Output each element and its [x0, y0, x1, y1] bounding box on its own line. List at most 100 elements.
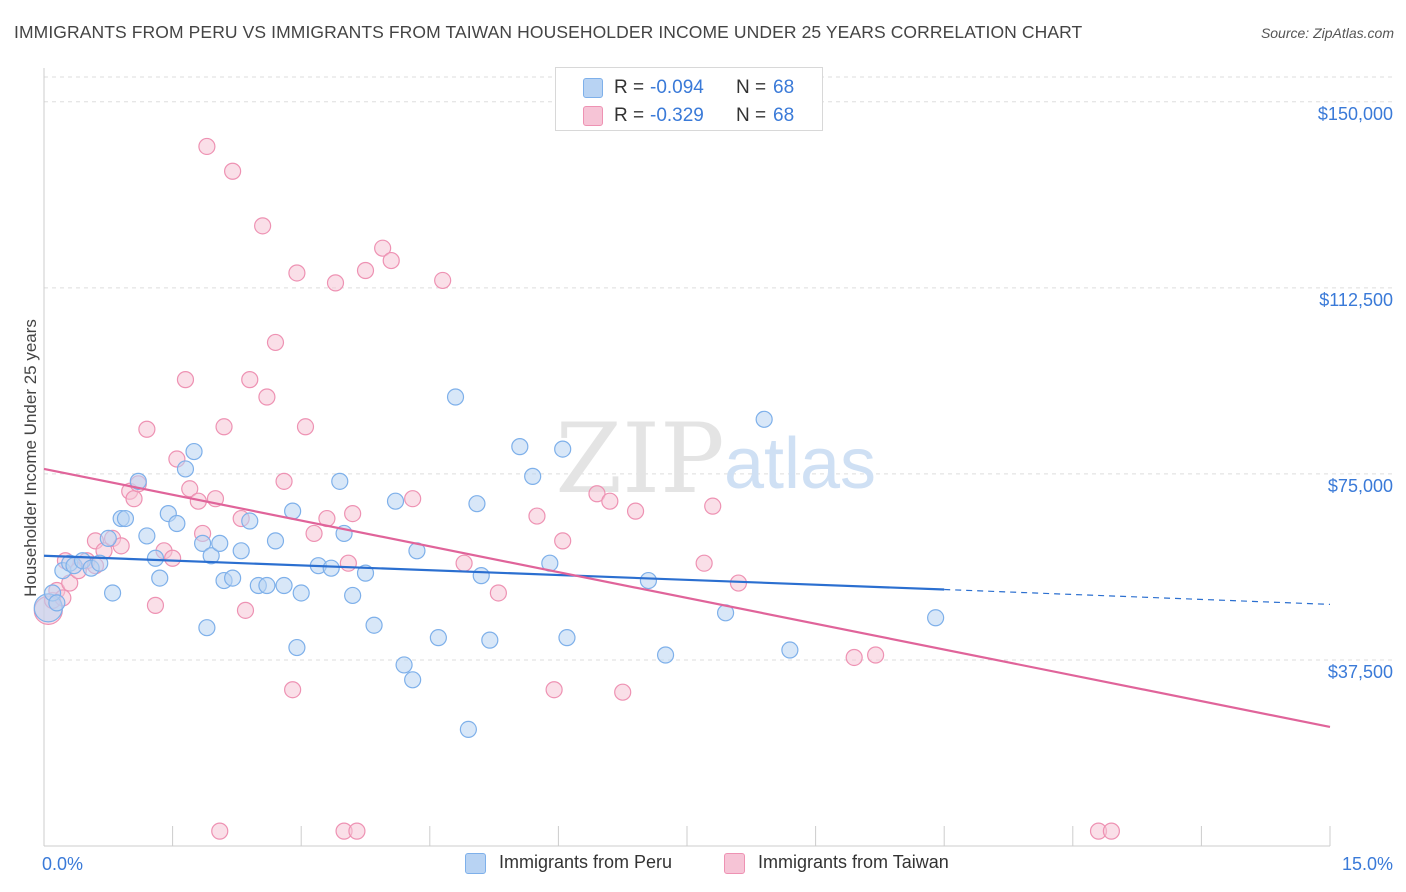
watermark-zip: ZIP — [555, 403, 724, 515]
peru-point — [258, 576, 276, 595]
watermark: ZIP atlas — [555, 403, 876, 515]
taiwan-point — [344, 504, 362, 523]
legend-taiwan-label: Immigrants from Taiwan — [758, 852, 949, 872]
stats-box: R = -0.094 N = 68 R = -0.329 N = 68 — [555, 67, 823, 131]
peru-point — [99, 529, 117, 548]
taiwan-point — [695, 554, 713, 572]
taiwan-point — [266, 333, 285, 352]
peru-point — [275, 576, 293, 595]
peru-r-label: R = — [614, 77, 645, 98]
peru-point — [185, 442, 203, 461]
peru-point — [344, 586, 362, 605]
taiwan-point — [305, 524, 323, 543]
taiwan-point — [614, 683, 632, 701]
taiwan-point — [434, 271, 452, 290]
peru-point — [558, 629, 576, 647]
taiwan-point — [112, 537, 130, 555]
peru-n-value: 68 — [773, 77, 795, 98]
peru-point — [198, 619, 216, 637]
taiwan-point — [339, 554, 357, 572]
peru-point — [459, 720, 477, 739]
taiwan-point — [258, 388, 276, 406]
peru-point — [429, 629, 447, 647]
taiwan-point — [704, 497, 722, 515]
peru-point — [524, 467, 542, 485]
taiwan-point — [545, 681, 563, 699]
taiwan-point — [254, 217, 272, 235]
peru-point — [481, 631, 499, 649]
peru-point — [322, 559, 340, 577]
taiwan-point — [601, 492, 619, 510]
peru-points — [33, 388, 945, 739]
peru-point — [48, 594, 66, 612]
peru-point — [211, 534, 229, 552]
peru-point — [755, 410, 773, 428]
taiwan-point — [554, 532, 572, 550]
peru-point — [288, 638, 306, 657]
y-tick-label: $112,500 — [1319, 290, 1393, 310]
taiwan-n-value: 68 — [773, 105, 795, 126]
peru-trend-extension — [944, 588, 1331, 605]
taiwan-point — [528, 507, 546, 525]
x-tick-label: 0.0% — [42, 854, 83, 874]
peru-point — [365, 616, 383, 634]
peru-point — [146, 549, 165, 567]
legend-taiwan-swatch — [724, 853, 745, 874]
taiwan-point — [176, 371, 195, 389]
taiwan-point — [164, 549, 182, 567]
axis-layer — [43, 68, 1331, 847]
taiwan-point — [138, 420, 156, 438]
peru-swatch — [583, 78, 603, 98]
peru-point — [138, 527, 156, 545]
chart-title: IMMIGRANTS FROM PERU VS IMMIGRANTS FROM … — [14, 22, 1083, 42]
stats-row-taiwan: R = -0.329 N = 68 — [556, 101, 822, 129]
taiwan-point — [867, 646, 885, 664]
taiwan-point — [626, 502, 645, 520]
peru-point — [232, 542, 250, 560]
taiwan-point — [224, 162, 242, 180]
taiwan-point — [284, 681, 302, 699]
y-tick-label: $150,000 — [1318, 104, 1393, 124]
stats-row-peru: R = -0.094 N = 68 — [556, 73, 822, 101]
taiwan-n-label: N = — [736, 105, 767, 126]
taiwan-trend-line — [43, 467, 1331, 729]
watermark-atlas: atlas — [724, 424, 876, 504]
peru-point — [176, 460, 195, 478]
taiwan-point — [236, 601, 255, 619]
y-axis-title: Householder Income Under 25 years — [21, 319, 40, 597]
trend-layer — [43, 467, 1331, 729]
grid-layer — [44, 76, 1395, 661]
peru-point — [781, 641, 799, 659]
taiwan-point — [348, 822, 366, 840]
taiwan-point — [455, 554, 473, 572]
peru-point — [639, 571, 658, 590]
taiwan-r-label: R = — [614, 105, 645, 126]
peru-point — [116, 509, 135, 528]
peru-point — [129, 472, 147, 490]
taiwan-point — [241, 371, 259, 389]
peru-point — [468, 495, 486, 513]
taiwan-point — [845, 648, 863, 667]
peru-n-label: N = — [736, 77, 767, 98]
peru-point — [91, 554, 109, 572]
taiwan-point — [198, 137, 216, 156]
peru-point — [241, 512, 259, 530]
taiwan-point — [288, 264, 306, 282]
peru-point — [292, 584, 310, 602]
taiwan-point — [211, 822, 229, 840]
peru-point — [395, 656, 413, 674]
taiwan-point — [146, 596, 165, 614]
peru-point — [386, 492, 405, 510]
taiwan-r-value: -0.329 — [650, 105, 704, 126]
taiwan-point — [275, 472, 293, 490]
peru-point — [356, 564, 375, 582]
peru-point — [511, 438, 529, 456]
peru-point — [404, 671, 422, 689]
taiwan-point — [181, 480, 199, 498]
taiwan-swatch — [583, 106, 603, 126]
peru-point — [446, 388, 465, 406]
taiwan-point — [296, 418, 315, 436]
peru-point — [168, 514, 186, 533]
peru-point — [224, 569, 242, 587]
